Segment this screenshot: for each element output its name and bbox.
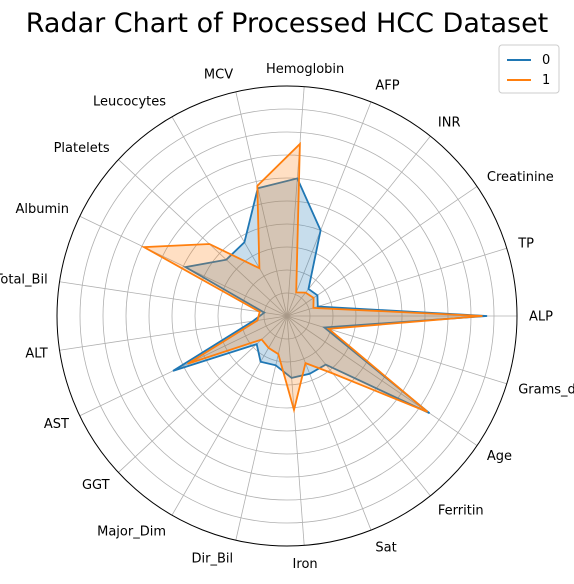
axis-label-creatinine: Creatinine: [487, 170, 554, 185]
axis-label-iron: Iron: [293, 557, 318, 572]
grid-spoke: [286, 315, 431, 497]
axis-label-albumin: Albumin: [15, 202, 69, 217]
axis-label-grams_day: Grams_day: [518, 383, 574, 398]
axis-label-alt: ALT: [25, 347, 47, 362]
grid-spoke: [118, 159, 288, 317]
grid-spoke: [171, 116, 288, 317]
outer-frame: [56, 85, 518, 547]
axis-label-mcv: MCV: [204, 68, 233, 83]
axis-label-inr: INR: [438, 116, 461, 131]
axis-label-dir_bil: Dir_Bil: [191, 551, 233, 566]
axis-labels: ALP TP Creatinine INR AFP Hemoglobin MCV Leucoc…: [0, 62, 574, 572]
grid-spoke: [59, 315, 288, 351]
grid-spoke: [286, 186, 478, 317]
axis-label-sat: Sat: [375, 540, 396, 555]
legend-entry-0: 0: [542, 53, 550, 68]
radar-series: [140, 141, 488, 415]
grid-spoke: [286, 101, 372, 317]
axis-label-alp: ALP: [529, 310, 553, 325]
grid-spoke: [286, 315, 478, 446]
legend[interactable]: 0 1: [498, 44, 560, 94]
axis-label-tp: TP: [517, 236, 534, 251]
axis-label-leucocytes: Leucocytes: [93, 95, 166, 110]
grid-spoke: [286, 315, 305, 546]
axis-label-ggt: GGT: [82, 478, 110, 493]
grid-spoke: [286, 86, 305, 317]
grid-spoke: [235, 91, 288, 317]
grid-spoke: [286, 135, 431, 317]
grid-spoke: [171, 315, 288, 516]
axis-label-ast: AST: [44, 417, 69, 432]
grid-spoke: [286, 247, 507, 317]
axis-label-age: Age: [487, 449, 512, 464]
axis-label-ferritin: Ferritin: [438, 503, 484, 518]
series-line-1: [140, 141, 483, 414]
radar-grid: [56, 85, 518, 547]
chart-title: Radar Chart of Processed HCC Dataset: [26, 8, 549, 39]
grid-spoke: [59, 281, 288, 317]
axis-label-total_bil: Total_Bil: [0, 273, 48, 288]
axis-label-major_dim: Major_Dim: [97, 524, 166, 539]
axis-label-afp: AFP: [375, 79, 399, 94]
legend-entry-1: 1: [542, 73, 550, 88]
axis-label-platelets: Platelets: [54, 141, 110, 156]
axis-label-hemoglobin: Hemoglobin: [266, 62, 344, 77]
grid-spoke: [286, 315, 372, 531]
grid-spoke: [79, 215, 288, 317]
series-fill-0: [173, 178, 488, 414]
grid-spoke: [118, 315, 288, 473]
series-fill-1: [144, 144, 483, 412]
grid-spoke: [79, 315, 288, 417]
